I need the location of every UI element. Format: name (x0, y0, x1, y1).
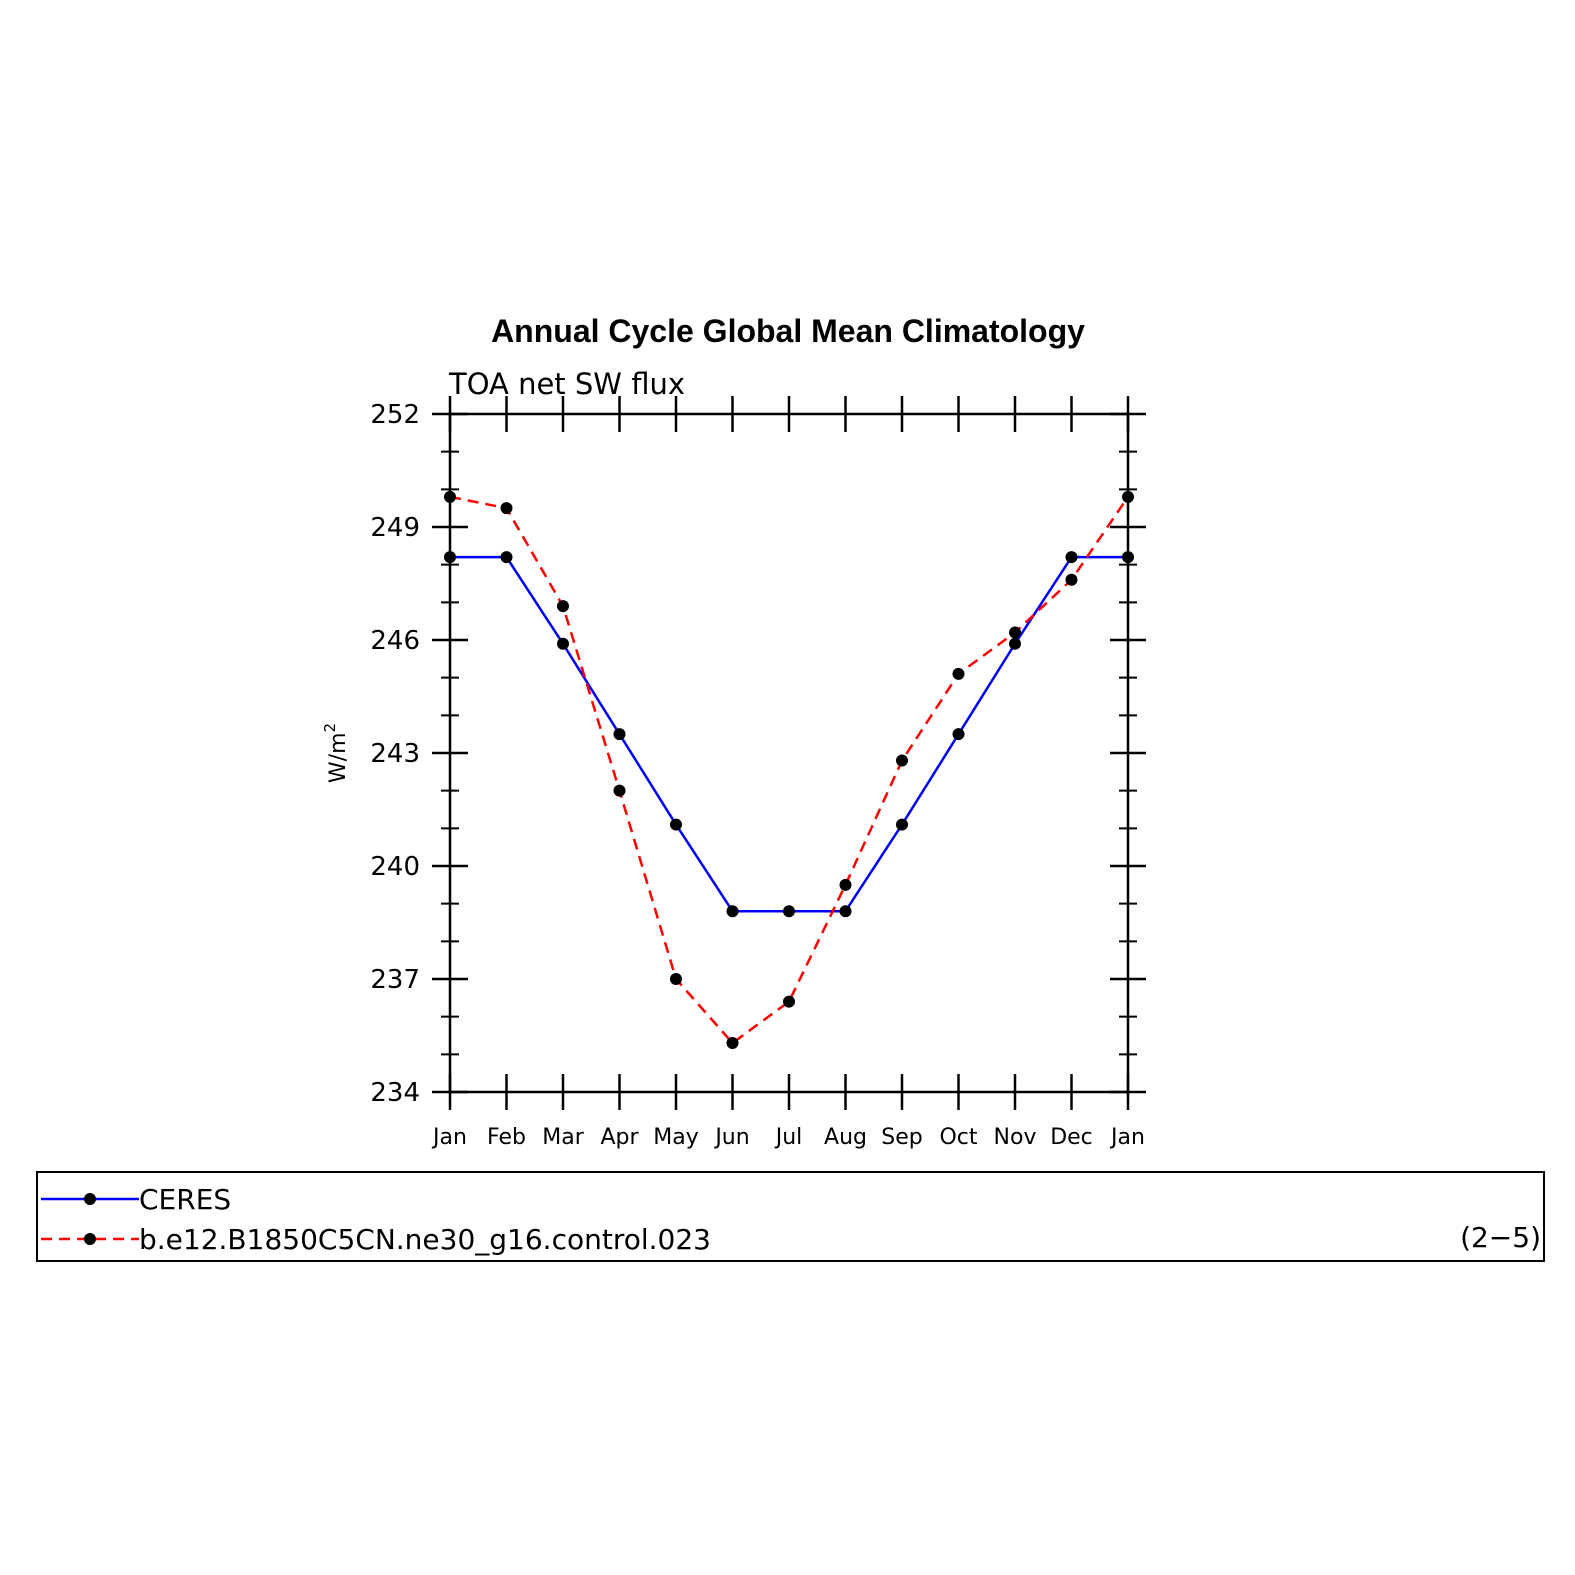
x-tick-label: Nov (994, 1125, 1037, 1150)
legend-entries: CERES b.e12.B1850C5CN.ne30_g16.control.02… (41, 1183, 711, 1256)
y-tick-label: 252 (370, 400, 420, 430)
x-tick-label: Apr (600, 1125, 639, 1150)
series-1-point (557, 600, 569, 613)
series-1-point (1122, 490, 1134, 503)
series-1-point (613, 784, 626, 797)
series-line-0 (450, 555, 1128, 913)
x-tick-label: Jan (1109, 1125, 1145, 1150)
series-0-point (670, 818, 682, 831)
y-axis-label: W/m2 (321, 723, 351, 783)
y-tick-label: 249 (370, 513, 420, 543)
series-0-point (1065, 551, 1078, 564)
series-0-point (839, 905, 852, 918)
x-tick-label: Oct (939, 1125, 977, 1150)
x-tick-label: Aug (824, 1125, 867, 1150)
series-1-point (1065, 573, 1078, 586)
x-tick-label: Mar (542, 1125, 584, 1150)
series-1-point (726, 1037, 739, 1050)
series-0-point (613, 728, 626, 741)
x-tick-label: Feb (487, 1125, 526, 1150)
series-1-point (783, 995, 795, 1008)
series-line-1 (449, 495, 1130, 1045)
x-tick-label: Sep (881, 1125, 922, 1150)
series-1-point (670, 973, 682, 985)
y-axis-label-superscript: 2 (321, 723, 339, 733)
x-tick-label: Jun (713, 1125, 749, 1150)
y-tick-label: 234 (370, 1078, 420, 1108)
series-0-point (783, 905, 795, 918)
series-0-point (896, 818, 908, 831)
legend-box (36, 1171, 1545, 1262)
x-tick-label: Jul (774, 1125, 803, 1150)
chart-subtitle: TOA net SW flux (448, 367, 685, 401)
x-tick-label: Dec (1050, 1125, 1093, 1150)
series-0-point (444, 551, 456, 564)
y-tick-label: 243 (370, 739, 420, 769)
y-axis-label-unit: W/m (326, 732, 351, 783)
axis-ticks (432, 396, 1146, 1110)
series-0-point (557, 637, 569, 650)
panel-label: (2−5) (1460, 1221, 1541, 1254)
series-1-point (1009, 626, 1021, 639)
y-tick-label: 240 (370, 852, 420, 882)
y-tick-labels: 234 237 240 243 246 249 252 (370, 400, 420, 1108)
plot-frame (448, 412, 1130, 1094)
series-layer (444, 490, 1134, 1050)
chart-title: Annual Cycle Global Mean Climatology (491, 313, 1085, 349)
series-0-point (1122, 551, 1134, 564)
y-tick-label: 246 (370, 626, 420, 656)
legend-marker-1 (84, 1233, 96, 1245)
series-0-point (500, 551, 513, 564)
series-0-point (1009, 637, 1021, 650)
legend-marker-0 (84, 1193, 96, 1205)
series-1-point (896, 754, 908, 767)
x-tick-label: May (653, 1125, 698, 1150)
legend-label-0: CERES (139, 1183, 231, 1216)
series-0-point (726, 905, 739, 918)
y-tick-label: 237 (370, 965, 420, 995)
series-1-point (839, 878, 852, 891)
series-1-point (952, 667, 965, 680)
legend-label-1: b.e12.B1850C5CN.ne30_g16.control.023 (139, 1223, 711, 1256)
x-tick-labels: Jan Feb Mar Apr May Jun Jul Aug Sep Oct Nov Dec Jan (431, 1125, 1145, 1150)
series-0-point (952, 728, 965, 741)
series-1-point (444, 490, 456, 503)
x-tick-label: Jan (431, 1125, 467, 1150)
series-1-point (500, 502, 513, 515)
